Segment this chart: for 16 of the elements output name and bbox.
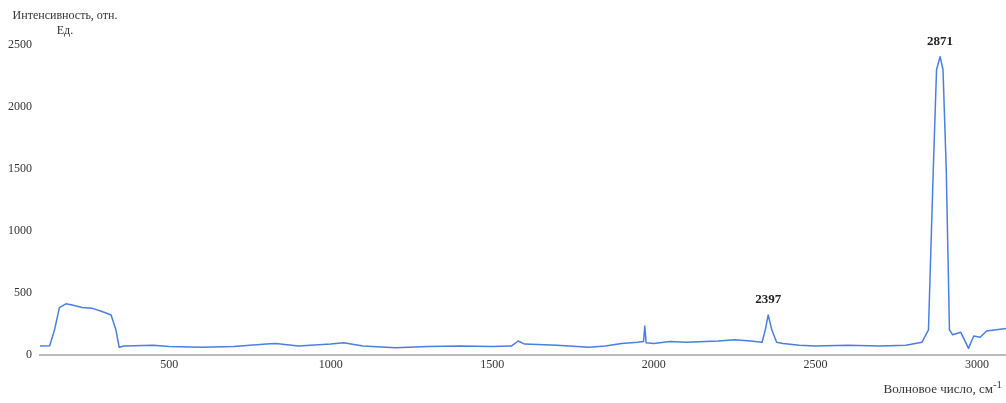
x-tick-label: 1000 xyxy=(318,356,343,371)
x-tick-label: 2500 xyxy=(803,356,828,371)
y-tick-label: 2500 xyxy=(8,37,32,52)
y-tick-label: 2000 xyxy=(8,99,32,114)
y-tick-label: 1000 xyxy=(8,222,32,237)
x-tick-label: 500 xyxy=(160,356,179,371)
y-axis-title: Интенсивность, отн. Ед. xyxy=(11,8,119,38)
x-tick-label: 2000 xyxy=(641,356,666,371)
annotation: 2397 xyxy=(755,290,782,306)
y-tick-label: 0 xyxy=(26,346,32,361)
annotation: 2871 xyxy=(927,32,954,48)
x-axis-title: Волновое число, см$^{-1}$ xyxy=(883,378,1002,398)
y-tick-label: 500 xyxy=(14,284,32,299)
x-tick-label: 3000 xyxy=(964,356,989,371)
x-tick-label: 1500 xyxy=(480,356,505,371)
y-tick-label: 1500 xyxy=(8,161,32,175)
